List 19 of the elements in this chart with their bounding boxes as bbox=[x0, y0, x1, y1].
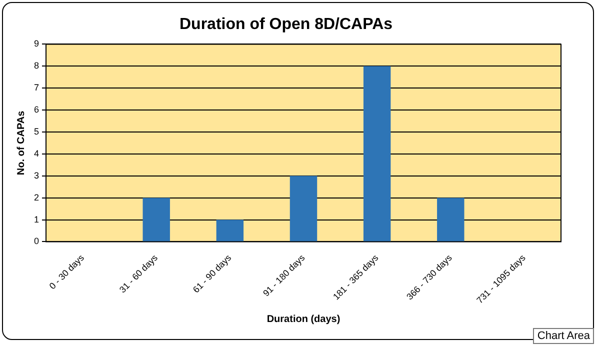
bar bbox=[216, 220, 244, 242]
x-axis-title: Duration (days) bbox=[266, 314, 340, 325]
y-tick-label: 6 bbox=[34, 104, 40, 115]
y-tick-label: 9 bbox=[34, 38, 40, 49]
y-tick-label: 1 bbox=[34, 214, 40, 224]
bar bbox=[142, 198, 170, 242]
y-tick-label: 3 bbox=[34, 170, 40, 180]
y-tick-label: 5 bbox=[34, 126, 40, 136]
y-tick-label: 4 bbox=[34, 148, 40, 158]
y-tick-label: 7 bbox=[34, 82, 40, 93]
y-tick-label: 2 bbox=[34, 192, 40, 202]
chart-title: Duration of Open 8D/CAPAs bbox=[179, 16, 393, 34]
bar bbox=[437, 198, 464, 242]
bar bbox=[363, 66, 391, 242]
text: Chart Area bbox=[533, 328, 594, 344]
bar bbox=[290, 176, 318, 242]
y-tick-label: 8 bbox=[34, 60, 40, 71]
y-tick-label: 0 bbox=[34, 236, 40, 246]
y-axis-title: No. of CAPAs bbox=[16, 110, 27, 176]
